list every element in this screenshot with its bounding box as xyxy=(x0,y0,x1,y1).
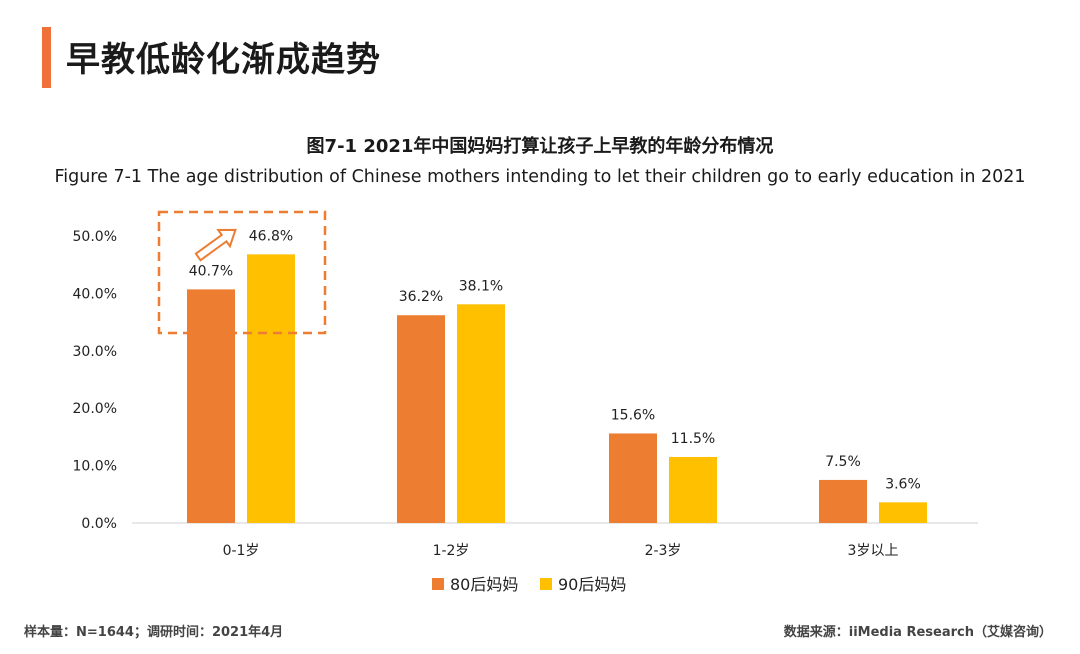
bar-80s-2 xyxy=(609,433,657,523)
legend-label: 90后妈妈 xyxy=(558,575,626,594)
highlight-dashed-box xyxy=(157,210,327,335)
bar-80s-3 xyxy=(819,479,867,523)
bar-data-label: 15.6% xyxy=(611,407,655,423)
footer-source: 数据来源：iiMedia Research（艾媒咨询） xyxy=(783,625,1052,640)
x-category-label: 1-2岁 xyxy=(433,543,470,559)
bar-90s-2 xyxy=(669,456,717,523)
y-axis-labels: 0.0% 10.0% 20.0% 30.0% 40.0% 50.0% xyxy=(73,229,117,532)
bar-90s-1 xyxy=(457,304,505,523)
chart-subtitle: Figure 7-1 The age distribution of Chine… xyxy=(54,167,1026,187)
bar-80s-1 xyxy=(397,315,445,523)
y-tick-label: 30.0% xyxy=(73,344,117,360)
bar-80s-0 xyxy=(187,289,235,523)
bars xyxy=(187,254,927,524)
legend-label: 80后妈妈 xyxy=(450,575,518,594)
footer-sample-info: 样本量：N=1644；调研时间：2021年4月 xyxy=(24,625,284,640)
title-accent-bar xyxy=(42,27,51,88)
legend-swatch xyxy=(540,578,552,590)
bar-data-label: 40.7% xyxy=(189,263,233,279)
bar-data-label: 36.2% xyxy=(399,289,443,305)
bar-data-label: 11.5% xyxy=(671,431,715,447)
bar-data-label: 3.6% xyxy=(885,476,921,492)
legend-swatch xyxy=(432,578,444,590)
y-tick-label: 40.0% xyxy=(73,286,117,302)
page-title: 早教低龄化渐成趋势 xyxy=(66,40,381,80)
y-tick-label: 10.0% xyxy=(73,459,117,475)
x-axis-labels: 0-1岁 1-2岁 2-3岁 3岁以上 xyxy=(223,543,899,559)
highlight-group xyxy=(157,210,327,335)
bar-labels: 40.7% 36.2% 15.6% 7.5% 46.8% 38.1% 11.5% 3.6% xyxy=(189,228,921,492)
legend: 80后妈妈 90后妈妈 xyxy=(432,575,626,594)
y-tick-label: 20.0% xyxy=(73,401,117,417)
x-category-label: 0-1岁 xyxy=(223,543,260,559)
y-tick-label: 0.0% xyxy=(81,516,117,532)
bar-90s-3 xyxy=(879,502,927,523)
x-category-label: 2-3岁 xyxy=(645,543,682,559)
y-tick-label: 50.0% xyxy=(73,229,117,245)
x-category-label: 3岁以上 xyxy=(848,543,899,559)
bar-90s-0 xyxy=(247,254,295,524)
bar-data-label: 38.1% xyxy=(459,278,503,294)
bar-data-label: 7.5% xyxy=(825,454,861,470)
chart-title: 图7-1 2021年中国妈妈打算让孩子上早教的年龄分布情况 xyxy=(306,136,774,157)
upward-arrow-icon xyxy=(194,228,237,262)
bar-data-label: 46.8% xyxy=(249,228,293,244)
